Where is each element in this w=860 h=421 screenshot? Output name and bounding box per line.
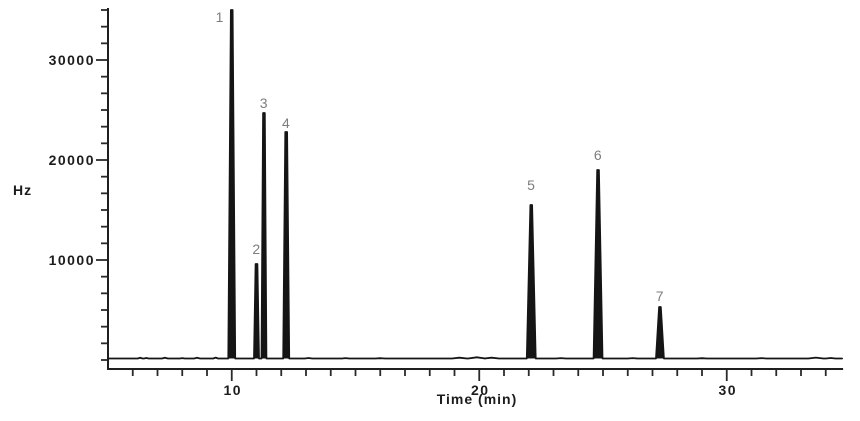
peak-label: 7	[656, 288, 664, 304]
peak-shape	[593, 170, 603, 359]
peak-shape	[228, 10, 236, 359]
x-tick-label: 30	[718, 382, 737, 398]
trace-path	[107, 9, 843, 360]
y-tick-label: 30000	[49, 52, 95, 68]
peak-shape	[283, 132, 290, 359]
peak-label: 2	[252, 241, 260, 257]
x-axis-title: Time (min)	[436, 391, 518, 407]
peak-shape	[526, 205, 536, 359]
peak-label: 4	[282, 115, 290, 131]
y-tick-label: 20000	[49, 152, 95, 168]
y-axis-title: Hz	[13, 182, 33, 198]
peak-label: 3	[260, 95, 268, 111]
peak-label: 6	[594, 147, 602, 163]
x-tick-label: 10	[223, 382, 242, 398]
peak-label: 5	[527, 177, 535, 193]
x-tick-label: 20	[471, 382, 490, 398]
peak-shape	[656, 307, 664, 359]
y-tick-label: 10000	[49, 252, 95, 268]
peak-label: 1	[216, 9, 224, 25]
